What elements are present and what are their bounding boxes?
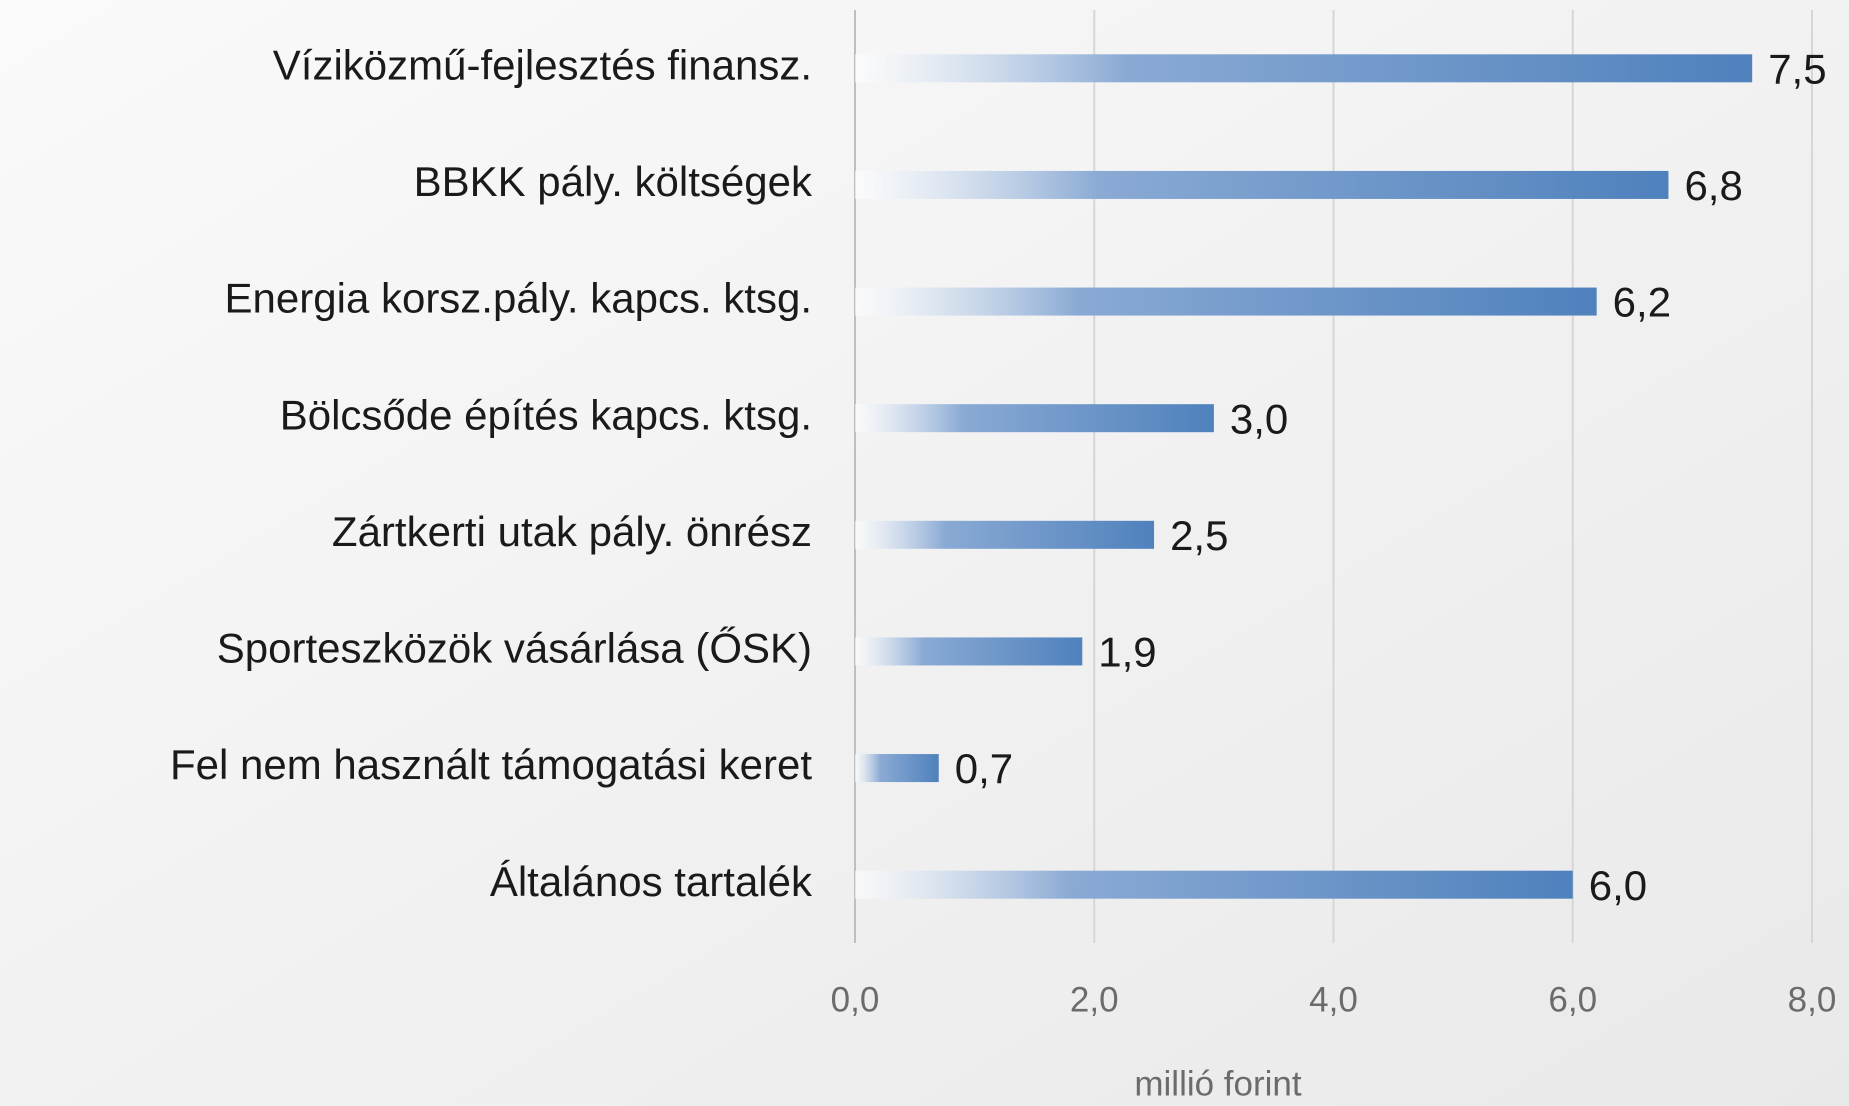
- x-tick-label: 2,0: [1070, 980, 1119, 1019]
- y-tick-label: Általános tartalék: [490, 858, 813, 905]
- value-label: 3,0: [1230, 395, 1288, 442]
- bar: [855, 754, 939, 783]
- bar: [855, 170, 1669, 199]
- y-tick-label: Bölcsőde építés kapcs. ktsg.: [280, 391, 812, 438]
- bar: [855, 870, 1573, 899]
- bar: [855, 637, 1083, 666]
- x-tick-label: 0,0: [831, 980, 880, 1019]
- y-tick-label: Víziközmű-fejlesztés finansz.: [273, 41, 812, 88]
- y-tick-label: Zártkerti utak pály. önrész: [332, 508, 812, 555]
- y-tick-label: Sporteszközök vásárlása (ŐSK): [217, 625, 812, 672]
- x-tick-label: 6,0: [1548, 980, 1597, 1019]
- value-label: 6,2: [1613, 279, 1671, 326]
- value-label: 6,0: [1589, 862, 1647, 909]
- x-axis-label: millió forint: [1134, 1064, 1302, 1103]
- bar: [855, 287, 1597, 316]
- value-label: 2,5: [1170, 512, 1228, 559]
- value-label: 0,7: [955, 745, 1013, 792]
- bar: [855, 54, 1753, 83]
- x-tick-label: 4,0: [1309, 980, 1358, 1019]
- y-tick-label: Energia korsz.pály. kapcs. ktsg.: [225, 275, 812, 322]
- x-tick-label: 8,0: [1788, 980, 1837, 1019]
- y-tick-label: Fel nem használt támogatási keret: [170, 741, 812, 788]
- value-label: 1,9: [1098, 629, 1156, 676]
- bar: [855, 404, 1214, 433]
- y-tick-label: BBKK pály. költségek: [414, 158, 813, 205]
- bar: [855, 520, 1155, 549]
- value-label: 6,8: [1684, 162, 1742, 209]
- value-label: 7,5: [1768, 45, 1826, 92]
